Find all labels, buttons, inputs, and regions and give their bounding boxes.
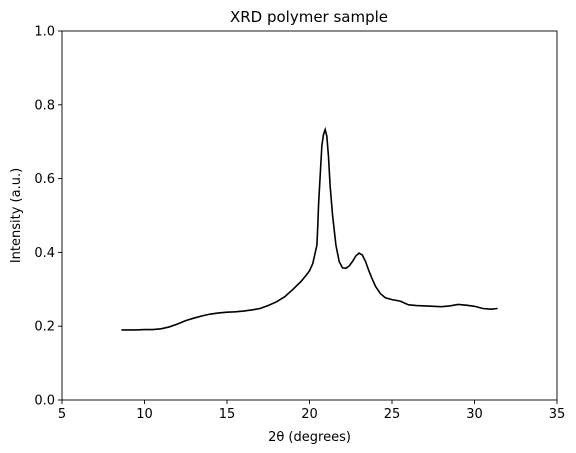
plot-area bbox=[61, 30, 558, 401]
chart-title: XRD polymer sample bbox=[230, 8, 388, 26]
axes-frame bbox=[61, 30, 558, 401]
x-tick-label: 5 bbox=[58, 407, 66, 422]
y-tick-label: 0.2 bbox=[34, 320, 55, 335]
x-tick-label: 30 bbox=[466, 407, 483, 422]
x-tick-label: 25 bbox=[384, 407, 401, 422]
y-axis-label: Intensity (a.u.) bbox=[9, 168, 24, 263]
y-tick-label: 1.0 bbox=[34, 25, 55, 40]
y-tick-label: 0.8 bbox=[34, 98, 55, 113]
x-tick-label: 35 bbox=[549, 407, 566, 422]
y-axis-ticks: 0.0 0.2 0.4 0.6 0.8 1.0 bbox=[34, 25, 62, 409]
x-tick-label: 10 bbox=[136, 407, 153, 422]
x-axis-ticks: 5 10 15 20 25 30 35 bbox=[58, 400, 565, 422]
x-tick-label: 15 bbox=[219, 407, 236, 422]
y-tick-label: 0.0 bbox=[34, 394, 55, 409]
x-axis-label: 2θ (degrees) bbox=[268, 430, 351, 445]
x-tick-label: 20 bbox=[301, 407, 318, 422]
y-tick-label: 0.6 bbox=[34, 172, 55, 187]
y-tick-label: 0.4 bbox=[34, 246, 55, 261]
series-line bbox=[121, 126, 498, 331]
